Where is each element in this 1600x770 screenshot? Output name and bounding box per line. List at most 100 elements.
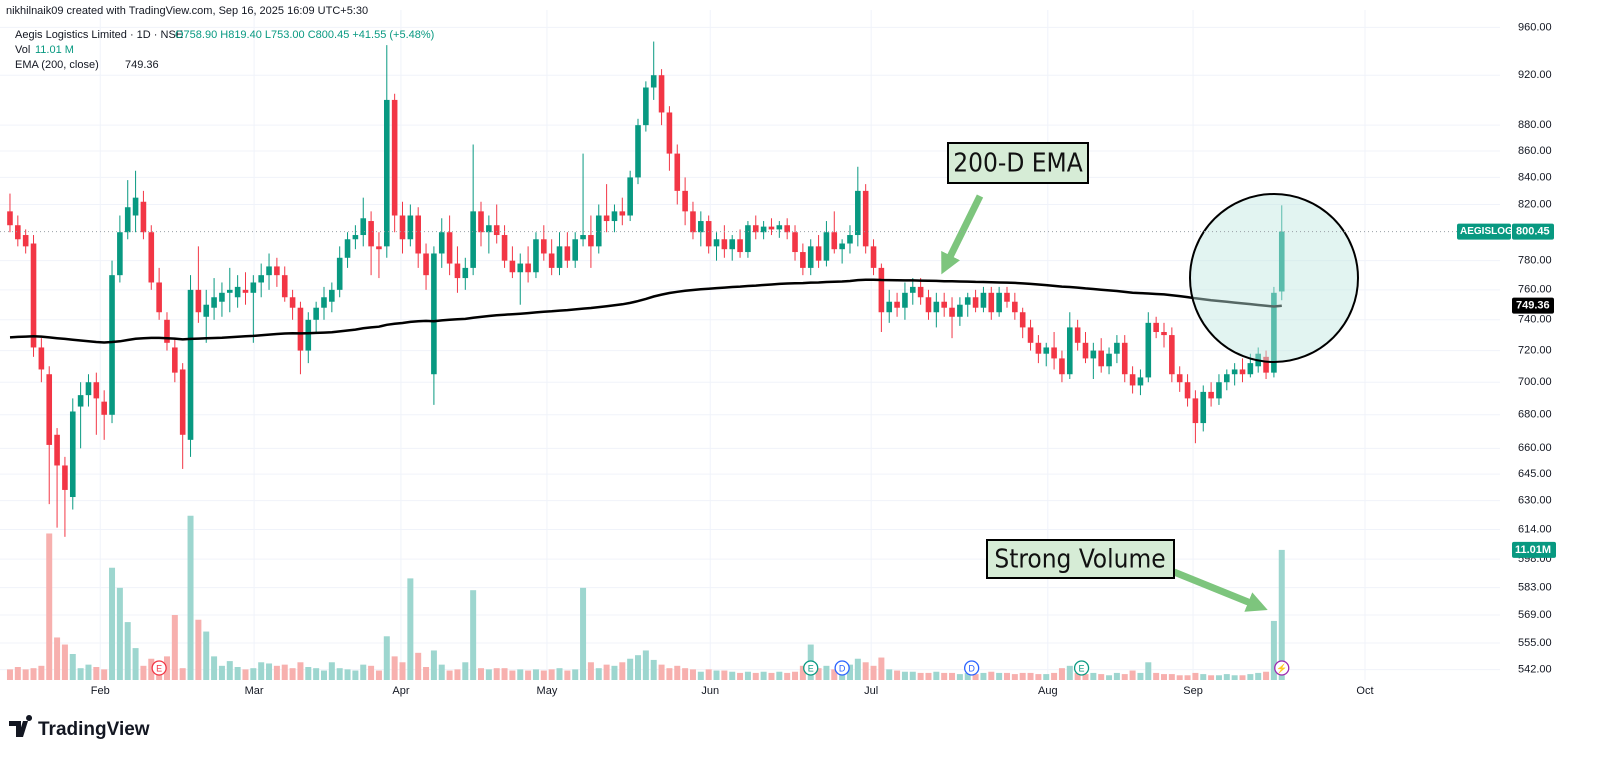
candle-body — [878, 267, 885, 313]
volume-bar — [901, 671, 908, 680]
candle-body — [658, 75, 665, 113]
grid-layer — [0, 10, 1500, 680]
volume-bar — [281, 664, 288, 680]
volume-bar — [729, 671, 736, 680]
volume-bar — [721, 670, 728, 680]
candle-body — [124, 207, 131, 233]
volume-bar — [1137, 672, 1144, 680]
y-tick-label: 820.00 — [1518, 198, 1552, 210]
volume-bar — [415, 652, 422, 680]
volume-bar — [972, 674, 979, 680]
candle-body — [564, 246, 571, 261]
candle-body — [383, 99, 390, 247]
ema-line — [9, 278, 1282, 344]
candle-body — [815, 246, 822, 261]
candle-body — [438, 232, 445, 254]
volume-bar — [273, 665, 280, 680]
volume-bar — [956, 674, 963, 680]
candle-body — [352, 235, 359, 240]
candle-body — [38, 347, 45, 370]
volume-bar — [1113, 672, 1120, 680]
volume-bar — [650, 659, 657, 680]
y-tick-label: 555.00 — [1518, 637, 1552, 649]
y-tick-label: 760.00 — [1518, 284, 1552, 296]
event-icon — [964, 660, 980, 676]
candle-body — [360, 218, 367, 236]
volume-bar — [179, 668, 186, 680]
event-label: ⚡ — [1276, 662, 1287, 674]
volume-bar — [1255, 672, 1262, 680]
volume-bar — [360, 664, 367, 680]
volume-bar — [328, 662, 335, 680]
volume-bar — [69, 654, 76, 680]
candle-body — [266, 266, 272, 276]
candle-body — [1216, 382, 1222, 399]
y-tick-label: 645.00 — [1518, 468, 1552, 480]
volume-bar — [580, 587, 587, 680]
volume-bar — [525, 670, 532, 680]
y-tick-label: 542.00 — [1518, 663, 1552, 675]
volume-bar — [116, 587, 123, 680]
volume-bar — [61, 644, 68, 680]
candle-body — [1224, 374, 1230, 383]
candle-body — [855, 190, 861, 236]
candle-body — [980, 292, 987, 308]
candle-body — [313, 307, 319, 320]
volume-bar — [792, 671, 799, 680]
volume-bar — [1082, 674, 1089, 680]
credit: nikhilnaik09 created with TradingView.co… — [6, 5, 368, 17]
candle-body — [635, 125, 641, 178]
candle-body — [368, 221, 374, 247]
volume-bar — [933, 671, 940, 680]
volume-bar — [305, 667, 312, 680]
volume-bar — [689, 669, 696, 680]
ema-tag — [1512, 297, 1554, 314]
candle-body — [807, 246, 814, 268]
volume-bar — [1058, 668, 1065, 680]
volume-bar — [878, 657, 885, 680]
volume-bar — [697, 671, 704, 680]
candle-body — [643, 87, 649, 126]
volume-bar — [313, 668, 320, 680]
candle-body — [30, 243, 37, 348]
axes-layer: 960.00 920.00 880.00 860.00 840.00 820.00 780.… — [91, 21, 1552, 697]
candle-body — [541, 239, 547, 254]
candle-body — [1043, 347, 1050, 354]
candle-body — [909, 286, 916, 293]
volume-bar — [509, 670, 516, 680]
volume-bar — [564, 670, 571, 680]
volume-bar — [407, 578, 414, 680]
volume-bar — [383, 636, 390, 680]
candle-body — [737, 239, 743, 253]
volume-bar — [1066, 665, 1073, 680]
candle-body — [721, 239, 728, 250]
volume-bar — [501, 668, 508, 680]
candle-body — [595, 215, 602, 247]
candle-body — [745, 225, 751, 253]
x-tick-label: Jul — [864, 685, 878, 697]
volume-bar — [846, 664, 853, 680]
annotation-arrow — [1172, 568, 1268, 612]
event-label: E — [156, 663, 162, 673]
volume-bar — [815, 668, 822, 680]
volume-bar — [784, 672, 791, 680]
candle-body — [46, 374, 53, 445]
volume-bar — [38, 665, 45, 680]
volume-bar — [6, 669, 13, 680]
volume-bar — [195, 619, 202, 680]
volume-bar — [619, 662, 626, 680]
volume-bar — [705, 669, 712, 680]
candle-body — [242, 289, 249, 293]
candle-body — [792, 232, 798, 253]
highlight-circle — [1189, 193, 1359, 363]
volume-bar — [226, 661, 233, 680]
volume-bar — [203, 631, 210, 680]
volume-bar — [760, 671, 767, 680]
volume-bar — [454, 669, 461, 680]
volume-bar — [352, 670, 359, 680]
candle-body — [611, 211, 618, 222]
volume-bar — [297, 662, 304, 680]
candle-body — [690, 211, 696, 233]
candle-body — [117, 232, 123, 276]
